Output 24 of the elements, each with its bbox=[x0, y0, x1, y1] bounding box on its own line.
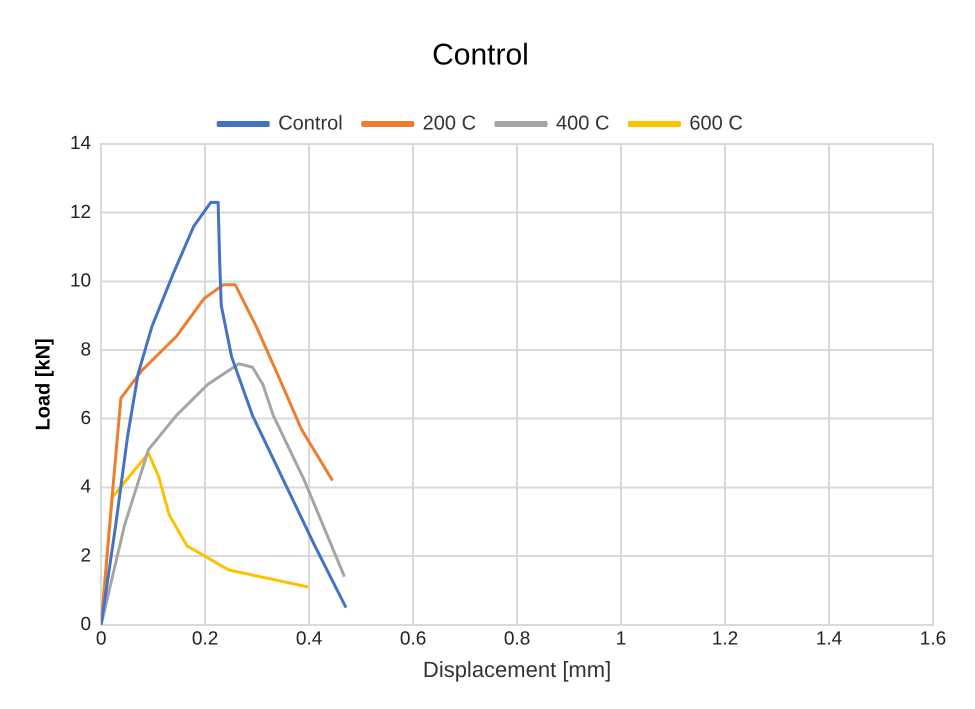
y-axis-title: Load [kN] bbox=[32, 338, 55, 431]
legend-label: Control bbox=[278, 112, 343, 135]
y-tick-label: 0 bbox=[80, 614, 92, 636]
x-tick-label: 1.4 bbox=[816, 628, 843, 650]
chart-title: Control bbox=[432, 38, 529, 72]
y-tick-label: 4 bbox=[80, 476, 92, 498]
y-tick-label: 6 bbox=[80, 408, 92, 429]
x-tick-label: 0 bbox=[96, 628, 106, 650]
y-tick-label: 8 bbox=[80, 339, 92, 360]
y-tick-label: 10 bbox=[70, 270, 92, 292]
x-tick-label: 0.6 bbox=[400, 628, 426, 650]
x-axis-title: Displacement [mm] bbox=[422, 656, 612, 682]
x-tick-label: 0.8 bbox=[504, 628, 530, 650]
x-tick-label: 0.4 bbox=[296, 628, 323, 650]
legend-label: 600 C bbox=[689, 112, 743, 135]
x-tick-label: 0.2 bbox=[192, 628, 218, 650]
x-tick-label: 1.6 bbox=[920, 628, 946, 650]
y-tick-label: 2 bbox=[80, 545, 92, 566]
legend-label: 400 C bbox=[556, 112, 610, 135]
x-tick-label: 1.2 bbox=[712, 628, 738, 650]
y-tick-label: 14 bbox=[70, 133, 92, 154]
y-tick-label: 12 bbox=[70, 202, 92, 223]
legend-label: 200 C bbox=[422, 112, 476, 135]
x-tick-label: 1 bbox=[616, 628, 626, 650]
